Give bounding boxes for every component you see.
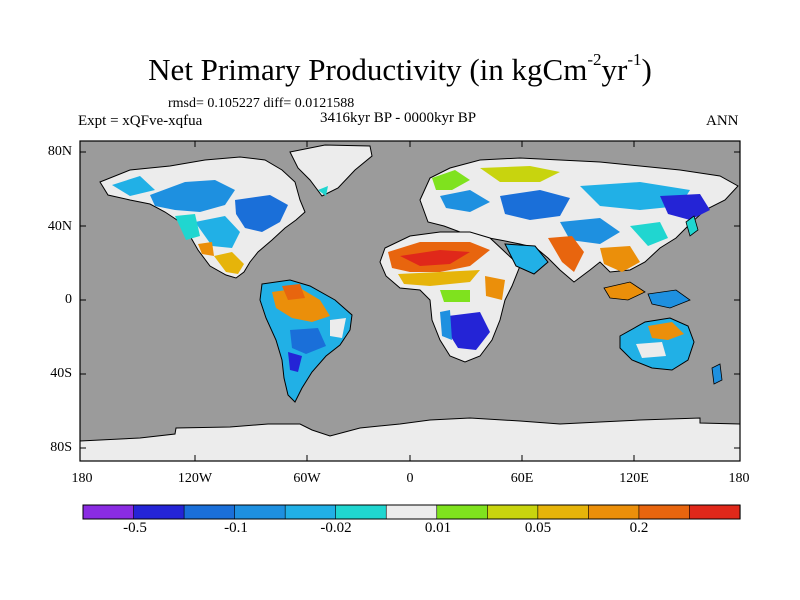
colorbar-swatch xyxy=(82,504,135,520)
sa-center-drop xyxy=(290,328,326,354)
new-zealand-drop xyxy=(711,363,723,385)
sa-south-drop xyxy=(288,352,302,372)
experiment-label: Expt = xQFve-xqfua xyxy=(78,113,203,129)
na-west-mixed xyxy=(175,214,200,240)
sa-east-neutral xyxy=(330,318,346,338)
maritime-increase xyxy=(603,281,646,301)
colorbar-swatch xyxy=(638,504,691,520)
australia-interior-neutral xyxy=(636,342,666,358)
colorbar-swatch xyxy=(335,504,387,520)
map-title: Net Primary Productivity (in kgCm-2yr-1) xyxy=(0,49,800,88)
south-africa-edge-drop xyxy=(440,310,452,340)
lon-label-0: 0 xyxy=(406,471,414,486)
east-africa-increase xyxy=(485,276,505,300)
asia-east-coast-drop xyxy=(630,222,668,246)
colorbar-label-0-2: 0.2 xyxy=(629,520,649,536)
lon-label-180w: 180 xyxy=(71,471,93,486)
sahel-increase xyxy=(398,270,480,286)
na-mexico-increase xyxy=(214,252,244,274)
lon-label-60w: 60W xyxy=(293,471,321,486)
na-sw-increase xyxy=(198,242,214,256)
season-label: ANN xyxy=(706,113,739,129)
title-main: Net Primary Productivity (in kgCm xyxy=(148,52,588,87)
asia-central-drop xyxy=(500,190,570,220)
na-alaska-drop xyxy=(112,176,155,196)
lon-label-120e: 120E xyxy=(619,471,649,486)
title-exponent-2: -1 xyxy=(627,49,642,69)
na-canada-drop xyxy=(150,180,235,212)
asia-north-increase xyxy=(480,166,560,182)
antarctica-ice xyxy=(79,417,741,462)
lat-label-80n: 80N xyxy=(47,144,72,159)
colorbar-frame xyxy=(82,504,741,520)
sa-north-increase xyxy=(282,284,305,300)
australia-north-increase xyxy=(648,322,684,340)
colorbar-label-neg-0-5: -0.5 xyxy=(123,520,147,536)
japan-drop xyxy=(685,215,699,237)
europe-increase xyxy=(432,170,470,190)
axis-ticks xyxy=(80,141,740,461)
asia-south-drop xyxy=(560,218,620,244)
lon-label-60e: 60E xyxy=(510,471,534,486)
lat-label-eq: 0 xyxy=(65,292,72,307)
india-increase xyxy=(548,236,584,272)
maritime-drop xyxy=(647,289,691,309)
colorbar xyxy=(82,504,741,520)
sahara-strong-increase xyxy=(400,250,470,266)
colorbar-swatch xyxy=(487,504,539,520)
colorbar-label-0-05: 0.05 xyxy=(524,520,552,536)
colorbar-swatch xyxy=(133,504,185,520)
na-east-drop xyxy=(235,195,288,232)
lat-label-80s: 80S xyxy=(50,440,72,455)
south-africa-drop xyxy=(448,312,490,350)
colorbar-swatch xyxy=(537,504,589,520)
colorbar-swatch xyxy=(284,504,337,520)
lat-label-40s: 40S xyxy=(50,366,72,381)
greenland-ice xyxy=(289,144,373,197)
colorbar-swatch xyxy=(588,504,640,520)
title-exponent-1: -2 xyxy=(587,49,602,69)
asia-east-drop xyxy=(580,182,690,210)
lon-label-120w: 120W xyxy=(177,471,213,486)
lat-label-40n: 40N xyxy=(47,219,72,234)
central-africa-mixed xyxy=(440,290,470,302)
europe-drop xyxy=(440,190,490,212)
asia-ne-drop xyxy=(660,194,710,220)
lon-label-180e: 180 xyxy=(728,471,750,486)
arabia-drop xyxy=(504,243,549,275)
title-end: ) xyxy=(641,52,652,87)
colorbar-swatch xyxy=(436,504,488,520)
title-unit-yr: yr xyxy=(601,52,628,87)
map-panel xyxy=(79,140,741,462)
colorbar-swatch xyxy=(385,504,438,520)
colorbar-swatch xyxy=(689,504,741,520)
colorbar-label-0-01: 0.01 xyxy=(424,520,452,536)
period-label: 3416kyr BP - 0000kyr BP xyxy=(320,110,477,126)
colorbar-swatch xyxy=(183,504,236,520)
colorbar-label-neg-0-02: -0.02 xyxy=(320,520,352,536)
stats-label: rmsd= 0.105227 diff= 0.0121588 xyxy=(168,96,355,111)
se-asia-increase xyxy=(600,246,640,272)
na-central-drop xyxy=(195,216,240,248)
colorbar-label-neg-0-1: -0.1 xyxy=(224,520,248,536)
greenland-coast-cool xyxy=(318,186,328,196)
colorbar-swatch xyxy=(234,504,286,520)
